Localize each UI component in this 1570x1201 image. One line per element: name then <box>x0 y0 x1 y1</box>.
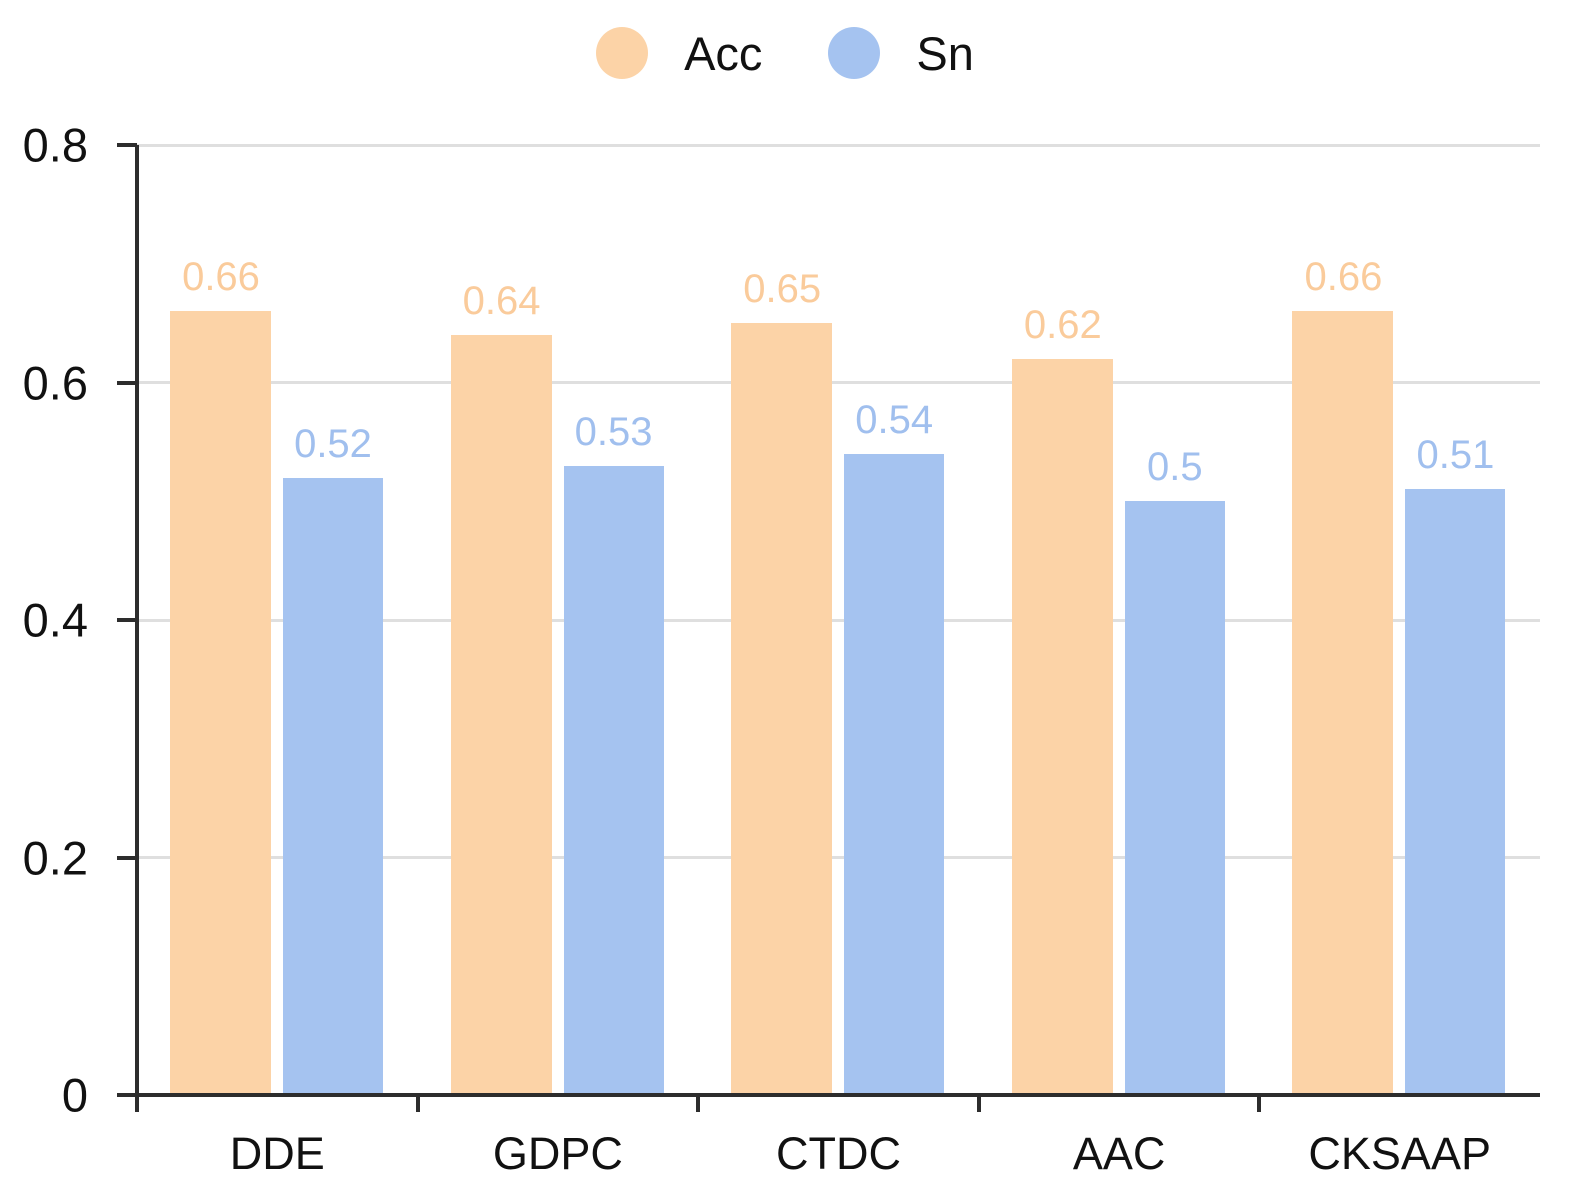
bar-sn-cksaap <box>1405 489 1506 1095</box>
bar-value-label-sn-gdpc: 0.53 <box>574 409 653 454</box>
gridline <box>137 381 1540 384</box>
y-axis-tick-label: 0.8 <box>22 118 88 172</box>
x-axis-labels: DDE GDPC CTDC AAC CKSAAP <box>137 1124 1540 1188</box>
bar-acc-cksaap <box>1292 311 1394 1095</box>
y-axis-tick <box>117 618 137 622</box>
chart-legend: Acc Sn <box>0 18 1570 88</box>
bar-acc-dde <box>170 311 271 1095</box>
bar-value-label-acc-dde: 0.66 <box>182 255 260 300</box>
x-axis-tick <box>976 1095 981 1112</box>
bar-value-label-sn-dde: 0.52 <box>294 421 372 466</box>
x-axis-line <box>135 1093 1540 1097</box>
legend-label-acc: Acc <box>684 26 763 80</box>
bar-value-label-sn-ctdc: 0.54 <box>855 397 934 442</box>
plot-area: 0.66 0.52 0.64 0.53 0.65 0.54 0.62 0.5 0.66 0.51 <box>117 143 1540 1112</box>
bar-value-label-sn-aac: 0.5 <box>1146 445 1203 490</box>
bar-value-label-acc-cksaap: 0.66 <box>1304 255 1383 300</box>
acc-series-swatch-icon <box>596 27 649 79</box>
y-axis-tick-label: 0.4 <box>22 593 88 647</box>
bar-group-dde: 0.66 0.52 <box>137 145 418 1095</box>
legend-label-sn: Sn <box>916 26 974 80</box>
y-axis-tick <box>117 855 137 860</box>
gridline <box>137 143 1540 147</box>
y-axis-tick <box>117 1093 137 1097</box>
bar-acc-ctdc <box>731 323 833 1095</box>
gridline <box>137 618 1540 622</box>
bar-value-label-acc-ctdc: 0.65 <box>743 267 822 312</box>
legend-item-sn: Sn <box>828 27 974 79</box>
bar-value-label-acc-gdpc: 0.64 <box>462 279 541 323</box>
bar-group-cksaap: 0.66 0.51 <box>1259 145 1540 1095</box>
bar-value-label-acc-aac: 0.62 <box>1023 302 1102 347</box>
bar-sn-ctdc <box>844 453 945 1095</box>
bar-sn-aac <box>1124 501 1225 1095</box>
y-axis-tick <box>117 380 137 385</box>
x-axis-tick <box>415 1095 420 1112</box>
bar-group-aac: 0.62 0.5 <box>979 145 1260 1095</box>
y-axis-tick <box>117 143 137 147</box>
gridline <box>137 856 1540 859</box>
x-axis-tick <box>696 1095 701 1112</box>
x-axis-category-label-ctdc: CTDC <box>776 1128 901 1179</box>
y-axis-tick-label: 0 <box>61 1068 88 1122</box>
x-axis-category-label-dde: DDE <box>229 1128 325 1179</box>
x-axis-category-label-gdpc: GDPC <box>492 1128 623 1179</box>
x-axis-category-label-cksaap: CKSAAP <box>1308 1128 1491 1179</box>
sn-series-swatch-icon <box>828 27 881 79</box>
bar-sn-gdpc <box>563 465 664 1095</box>
bar-sn-dde <box>283 477 383 1095</box>
x-axis-tick <box>1257 1095 1262 1112</box>
y-axis-labels: 0 0.2 0.4 0.6 0.8 <box>0 122 112 1119</box>
y-axis-tick-label: 0.2 <box>22 831 88 884</box>
bar-group-ctdc: 0.65 0.54 <box>698 145 979 1095</box>
y-axis-tick-label: 0.6 <box>22 356 88 409</box>
bar-group-gdpc: 0.64 0.53 <box>418 145 699 1095</box>
bar-acc-gdpc <box>450 335 552 1095</box>
x-axis-category-label-aac: AAC <box>1072 1128 1166 1179</box>
bar-acc-aac <box>1011 358 1113 1095</box>
y-axis-line <box>135 145 139 1112</box>
legend-item-acc: Acc <box>596 27 762 79</box>
bar-value-label-sn-cksaap: 0.51 <box>1416 433 1495 478</box>
